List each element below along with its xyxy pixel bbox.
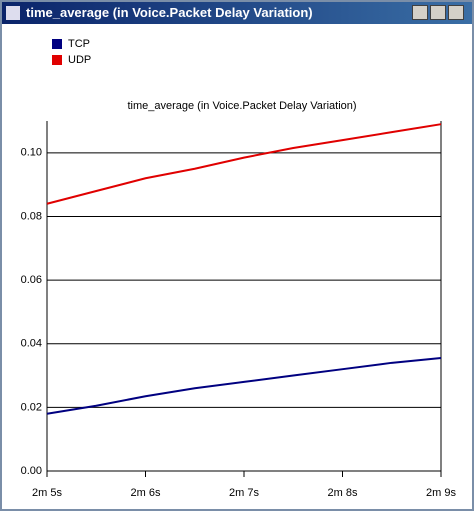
window-icon [6, 6, 20, 20]
x-tick-label: 2m 6s [131, 487, 161, 499]
y-tick-label: 0.06 [21, 274, 42, 286]
chart: time_average (in Voice.Packet Delay Vari… [21, 38, 457, 499]
y-tick-label: 0.08 [21, 210, 42, 222]
title-bar: time_average (in Voice.Packet Delay Vari… [2, 2, 472, 24]
close-button[interactable] [448, 5, 464, 20]
minimize-button[interactable] [412, 5, 428, 20]
series-line [46, 357, 442, 415]
x-tick-label: 2m 7s [229, 487, 259, 499]
x-tick-label: 2m 5s [32, 487, 62, 499]
y-tick-label: 0.00 [21, 465, 42, 477]
y-tick-label: 0.04 [21, 338, 42, 350]
x-tick-label: 2m 9s [426, 487, 456, 499]
y-tick-label: 0.10 [21, 147, 42, 159]
maximize-button[interactable] [430, 5, 446, 20]
legend-swatch [52, 39, 62, 49]
legend-swatch [52, 55, 62, 65]
window-title: time_average (in Voice.Packet Delay Vari… [26, 5, 313, 20]
legend-label: UDP [68, 54, 91, 66]
series-line [46, 123, 442, 205]
x-tick-label: 2m 8s [328, 487, 358, 499]
y-tick-label: 0.02 [21, 401, 42, 413]
chart-title: time_average (in Voice.Packet Delay Vari… [127, 100, 356, 112]
legend-label: TCP [68, 38, 90, 50]
